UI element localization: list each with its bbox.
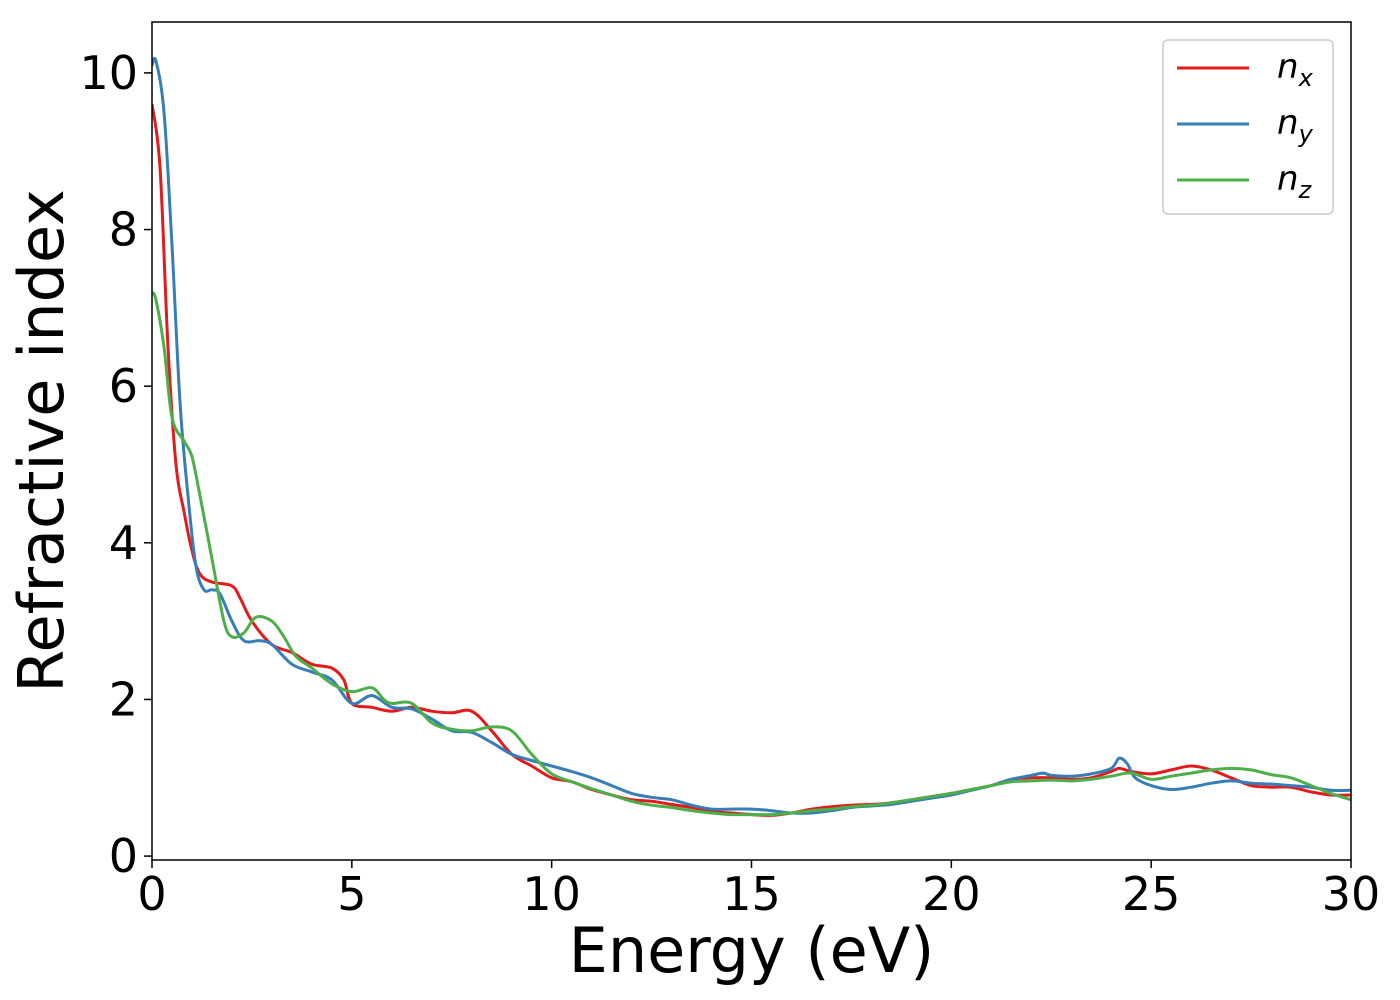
legend-label-subscript: x — [1298, 64, 1314, 92]
x-tick-label: 20 — [922, 867, 981, 921]
y-tick-label: 6 — [109, 359, 138, 413]
series-line-z — [152, 291, 1351, 817]
y-tick-label: 8 — [109, 203, 138, 257]
y-axis-label: Refractive index — [5, 189, 78, 693]
legend-label-base: n — [1277, 159, 1299, 199]
y-tick-label: 10 — [79, 46, 138, 100]
x-axis-label: Energy (eV) — [569, 914, 935, 987]
legend-entry-z: nz — [1277, 159, 1313, 204]
x-tick-label: 15 — [722, 867, 781, 921]
x-tick-label: 30 — [1322, 867, 1381, 921]
x-axis-ticks: 0 5 10 15 20 25 30 — [137, 860, 1380, 921]
series-line-x — [152, 104, 1351, 817]
legend-entry-y: ny — [1277, 103, 1314, 148]
legend-label-subscript: z — [1298, 176, 1313, 204]
x-tick-label: 10 — [522, 867, 581, 921]
x-tick-label: 0 — [137, 867, 166, 921]
legend-label-base: n — [1277, 103, 1299, 143]
y-axis-ticks: 0 2 4 6 8 10 — [79, 46, 152, 883]
legend-box — [1162, 39, 1334, 215]
legend-label-base: n — [1277, 47, 1299, 87]
x-tick-label: 5 — [337, 867, 366, 921]
series-layer — [152, 56, 1351, 817]
y-tick-label: 4 — [109, 516, 138, 570]
x-tick-label: 25 — [1122, 867, 1181, 921]
legend-entry-x: nx — [1277, 47, 1314, 92]
legend-label-subscript: y — [1298, 120, 1314, 148]
y-tick-label: 0 — [109, 829, 138, 883]
y-tick-label: 2 — [109, 672, 138, 726]
